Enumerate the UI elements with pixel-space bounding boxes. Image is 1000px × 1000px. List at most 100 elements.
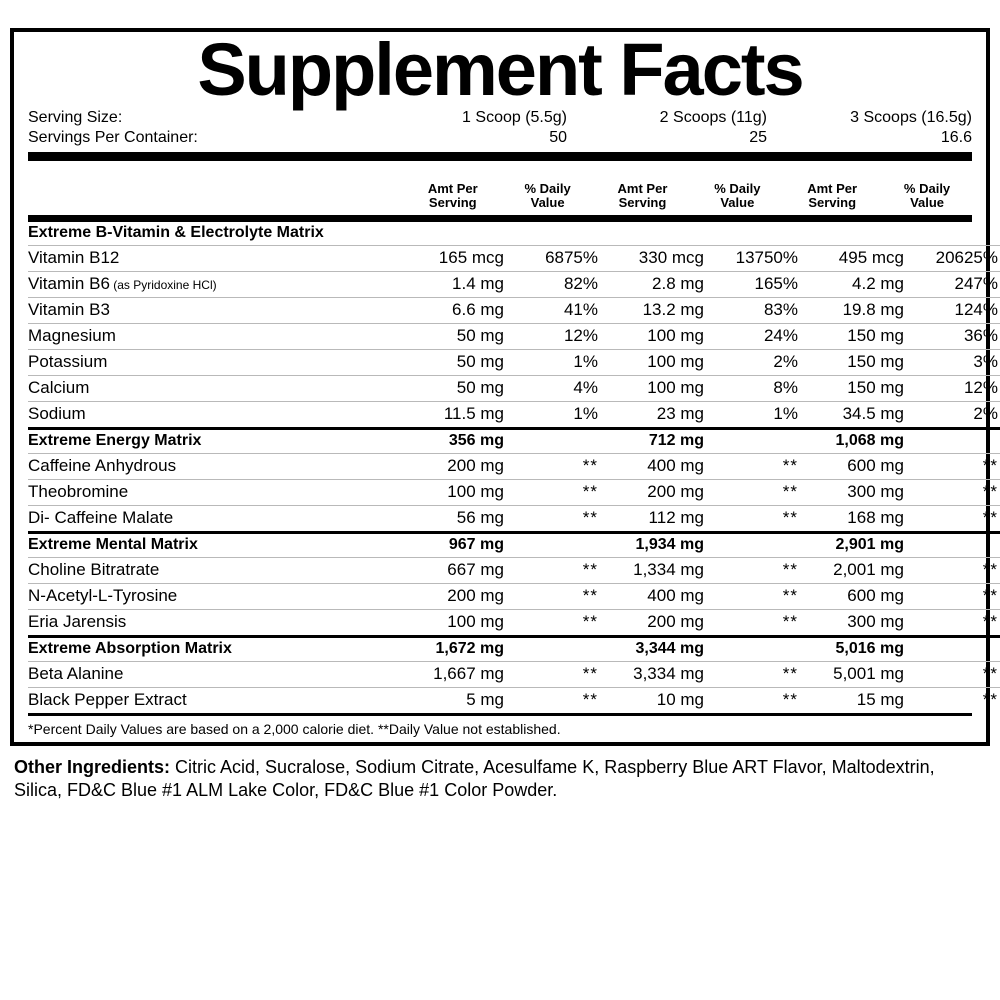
nutrient-amount-1: 100 mg [404, 479, 508, 506]
section-dv-3 [908, 426, 1000, 454]
nutrient-dv-2: ** [708, 583, 804, 610]
nutrient-amount-1: 50 mg [404, 323, 508, 350]
nutrient-dv-2: 165% [708, 271, 804, 298]
nutrient-row: Choline Bitratrate 667 mg ** 1,334 mg ** 2,00… [28, 557, 1000, 584]
nutrient-dv-3: 36% [908, 323, 1000, 350]
nutrient-dv-2: ** [708, 453, 804, 480]
nutrient-row: Beta Alanine 1,667 mg ** 3,334 mg ** 5,001 mg… [28, 661, 1000, 688]
servings-col3: 16.6 [940, 129, 972, 147]
nutrient-dv-3: ** [908, 583, 1000, 610]
nutrient-amount-3: 15 mg [856, 689, 904, 709]
nutrient-row: Vitamin B12 165 mcg 6875% 330 mcg 13750% 495 … [28, 245, 1000, 272]
nutrient-row: Theobromine 100 mg ** 200 mg ** 300 mg ** [28, 479, 1000, 506]
nutrient-name: Di- Caffeine Malate [28, 507, 174, 527]
nutrient-amount-2: 2.8 mg [604, 271, 708, 298]
nutrient-amount-2: 330 mcg [604, 245, 708, 272]
header-dv-3: % Daily Value [882, 179, 972, 215]
nutrient-amount-3: 34.5 mg [842, 403, 904, 423]
nutrient-amount-3: 300 mg [847, 611, 904, 631]
nutrient-amount-3: 150 mg [804, 323, 908, 350]
nutrient-amount-2: 100 mg [604, 349, 708, 376]
serving-size-label: Serving Size: [28, 108, 123, 126]
nutrient-amount-3: 168 mg [847, 507, 904, 527]
footnote-divider: *Percent Daily Values are based on a 2,0… [28, 712, 972, 742]
section-amount-3: 1,068 mg [804, 426, 908, 454]
nutrient-dv-1: ** [582, 611, 598, 631]
nutrient-dv-2: ** [708, 661, 804, 688]
nutrient-dv-2: ** [782, 611, 798, 631]
nutrient-dv-2: 8% [708, 375, 804, 402]
nutrient-amount-3: 600 mg [804, 583, 908, 610]
header-amt-3-line1: Amt Per [807, 180, 858, 196]
nutrient-dv-1: ** [582, 507, 598, 527]
nutrient-dv-3: ** [908, 661, 1000, 688]
nutrient-amount-3: 300 mg [804, 479, 908, 506]
nutrient-dv-3: ** [982, 507, 998, 527]
nutrient-amount-1: 5 mg [466, 689, 504, 709]
header-amt-1-line1: Amt Per [427, 180, 478, 196]
servings-col2: 25 [749, 129, 767, 147]
nutrient-amount-2: 100 mg [604, 375, 708, 402]
serving-size-row: Serving Size: 1 Scoop (5.5g) 2 Scoops (1… [28, 108, 972, 128]
header-dv-2-line2: Value [720, 195, 755, 211]
nutrient-name: Caffeine Anhydrous [28, 453, 404, 480]
nutrient-dv-3: ** [908, 557, 1000, 584]
nutrient-dv-1: 41% [508, 297, 604, 324]
section-dv-2 [708, 221, 804, 246]
serving-size-col3: 3 Scoops (16.5g) [850, 108, 972, 126]
section-name: Extreme Absorption Matrix [28, 634, 404, 662]
facts-panel: Supplement Facts Serving Size: 1 Scoop (… [10, 28, 1000, 746]
section-dv-1 [508, 634, 604, 662]
section-header-row: Extreme Absorption Matrix 1,672 mg 3,344 m… [28, 634, 1000, 662]
nutrient-row: Calcium 50 mg 4% 100 mg 8% 150 mg 12% [28, 375, 1000, 402]
other-ingredients-block: Other Ingredients: Citric Acid, Sucralos… [10, 746, 990, 803]
nutrient-dv-1: ** [582, 689, 598, 709]
header-dv-1-line1: % Daily [524, 180, 571, 196]
section-header-row: Extreme Energy Matrix 356 mg 712 mg 1,068 m… [28, 426, 1000, 454]
section-amount-3: 2,901 mg [804, 530, 908, 558]
header-amt-2: Amt Per Serving [593, 179, 693, 215]
nutrient-dv-3: 20625% [908, 245, 1000, 272]
section-amount-2: 1,934 mg [604, 530, 708, 558]
nutrient-amount-1: 165 mcg [404, 245, 508, 272]
nutrient-name: Choline Bitratrate [28, 557, 404, 584]
nutrient-name: N-Acetyl-L-Tyrosine [28, 583, 404, 610]
nutrient-row: Black Pepper Extract 5 mg ** 10 mg ** 15 mg ** [28, 687, 1000, 713]
nutrient-row: Caffeine Anhydrous 200 mg ** 400 mg ** 600 mg… [28, 453, 1000, 480]
serving-size-col1: 1 Scoop (5.5g) [462, 108, 567, 126]
header-amt-2-line1: Amt Per [617, 180, 668, 196]
nutrient-dv-2: 2% [708, 349, 804, 376]
nutrient-amount-1: 50 mg [404, 349, 508, 376]
section-dv-2 [708, 426, 804, 454]
nutrient-amount-1: 1,667 mg [404, 661, 508, 688]
header-dv-2: % Daily Value [692, 179, 782, 215]
nutrient-amount-1: 667 mg [404, 557, 508, 584]
nutrient-dv-2: 24% [708, 323, 804, 350]
section-amount-1: 967 mg [404, 530, 508, 558]
section-dv-1 [508, 426, 604, 454]
nutrient-dv-3: ** [908, 479, 1000, 506]
nutrient-dv-3: 247% [908, 271, 1000, 298]
section-amount-2 [604, 221, 708, 246]
page-title: Supplement Facts [197, 28, 804, 111]
section-dv-3 [908, 530, 1000, 558]
section-dv-2 [708, 634, 804, 662]
section-header-row: Extreme B-Vitamin & Electrolyte Matrix [28, 221, 1000, 246]
section-dv-3 [908, 634, 1000, 662]
header-dv-1-line2: Value [530, 195, 565, 211]
nutrient-dv-2: ** [782, 689, 798, 709]
nutrient-amount-1: 11.5 mg [443, 403, 504, 423]
nutrient-amount-1: 6.6 mg [404, 297, 508, 324]
nutrient-amount-1: 200 mg [404, 583, 508, 610]
section-amount-2: 3,344 mg [604, 634, 708, 662]
nutrient-dv-2: ** [782, 507, 798, 527]
nutrient-amount-3: 2,001 mg [804, 557, 908, 584]
section-name: Extreme Energy Matrix [28, 426, 404, 454]
nutrient-amount-2: 23 mg [656, 403, 704, 423]
daily-value-footnote: *Percent Daily Values are based on a 2,0… [28, 720, 561, 737]
nutrient-name: Magnesium [28, 323, 404, 350]
nutrient-dv-2: 1% [773, 403, 798, 423]
nutrient-dv-1: 6875% [508, 245, 604, 272]
nutrient-dv-3: ** [982, 611, 998, 631]
section-dv-1 [508, 530, 604, 558]
